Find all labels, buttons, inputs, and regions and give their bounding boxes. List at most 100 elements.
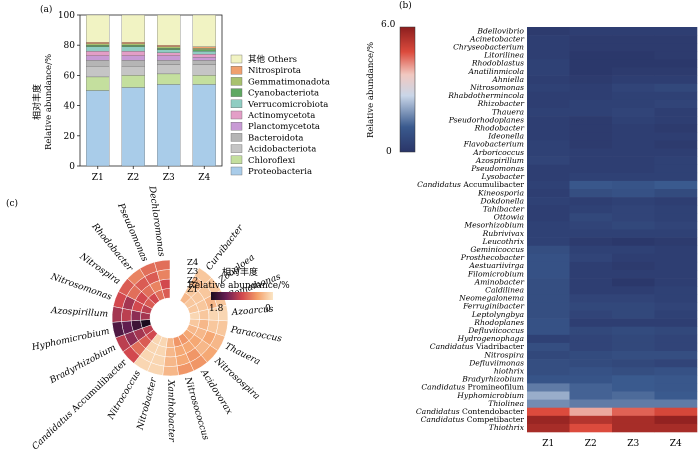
- heatmap-cell: [612, 278, 655, 287]
- legend-label: Cyanobacteriota: [248, 89, 319, 99]
- heatmap-cell: [612, 229, 655, 238]
- heatmap-cell: [527, 189, 570, 198]
- heatmap-cell: [569, 99, 613, 109]
- panel-b-column-labels: Z1 Z2 Z3 Z4: [542, 439, 682, 449]
- panel-b-label: (b): [399, 0, 412, 11]
- heatmap-cell: [569, 399, 613, 408]
- heatmap-cell: [569, 221, 613, 230]
- ring-label: Z1: [187, 285, 198, 295]
- heatmap-cell: [527, 318, 570, 327]
- heatmap-cell: [569, 91, 613, 101]
- row-label-lysobacter: Lysobacter: [481, 172, 525, 181]
- ring-label: Z4: [187, 258, 198, 268]
- heatmap-cell: [569, 43, 613, 52]
- row-label-defluviimonas: Defluviimonas: [468, 358, 524, 367]
- heatmap-cell: [527, 99, 570, 109]
- heatmap-cell: [527, 253, 570, 263]
- heatmap-cell: [569, 124, 613, 133]
- heatmap-cell: [612, 148, 655, 157]
- heatmap-cell: [527, 124, 570, 133]
- ring-cell: [164, 346, 177, 358]
- row-label-accumulibacter: Candidatus Accumulibacter: [417, 180, 524, 189]
- ring-cell: [193, 267, 212, 285]
- panel-b-colorbar-max: 6.0: [381, 20, 396, 30]
- heatmap-cell: [527, 156, 570, 165]
- heatmap-cell: [654, 310, 698, 319]
- heatmap-cell: [612, 75, 655, 84]
- row-label-bradyrhizobium: Bradyrhizobium: [461, 375, 524, 384]
- legend-label: Actinomycetota: [247, 111, 315, 121]
- heatmap-cell: [527, 407, 570, 417]
- heatmap-cell: [612, 342, 655, 352]
- heatmap-cell: [527, 294, 570, 303]
- heatmap-cell: [612, 83, 655, 93]
- heatmap-cell: [612, 399, 655, 408]
- row-label-aestuariivirga: Aestuariivirga: [468, 261, 524, 270]
- heatmap-cell: [527, 27, 570, 36]
- heatmap-cell: [654, 261, 698, 271]
- heatmap-cell: [654, 383, 698, 392]
- legend-swatch: [230, 144, 243, 153]
- panel-c-legend-title-cn: 相对丰度: [222, 266, 258, 278]
- panel-b-heatmap-cells: [527, 27, 698, 433]
- heatmap-cell: [527, 423, 570, 433]
- genus-label-xanthobacter: Xanthobacter: [165, 379, 176, 443]
- row-label-pseudorhodoplanes: Pseudorhodoplanes: [448, 115, 524, 124]
- bar-segment-z4: [192, 51, 216, 55]
- panel-a-plot-frame: [79, 14, 223, 167]
- heatmap-cell: [654, 75, 698, 84]
- heatmap-cell: [612, 35, 655, 44]
- panel-c-legend-gradient: [211, 292, 273, 300]
- heatmap-cell: [612, 197, 655, 206]
- bar-segment-z2: [121, 66, 145, 76]
- bar-segment-z4: [192, 84, 216, 167]
- heatmap-cell: [527, 75, 570, 84]
- panel-c-legend-title-en: Relative abundance/%: [188, 281, 290, 291]
- heatmap-cell: [527, 205, 570, 214]
- heatmap-cell: [612, 391, 655, 400]
- row-label-chryseobacterium: Chryseobacterium: [453, 43, 524, 52]
- heatmap-cell: [527, 221, 570, 230]
- heatmap-cell: [654, 156, 698, 165]
- heatmap-cell: [654, 132, 698, 141]
- heatmap-cell: [527, 132, 570, 141]
- row-label-azospirillum: Azospirillum: [475, 156, 524, 165]
- ring-label: Z3: [187, 267, 198, 277]
- column-label: Z1: [542, 439, 554, 449]
- heatmap-cell: [654, 91, 698, 101]
- bar-segment-z4: [192, 54, 216, 58]
- heatmap-cell: [569, 245, 613, 255]
- row-label-nitrospira: Nitrospira: [483, 350, 524, 359]
- heatmap-cell: [569, 27, 613, 36]
- row-label-rhodobacter: Rhodobacter: [474, 124, 525, 133]
- heatmap-cell: [527, 270, 570, 279]
- panel-a-label: (a): [40, 4, 52, 15]
- heatmap-cell: [527, 342, 570, 352]
- bar-segment-z4: [192, 64, 216, 76]
- bar-segment-z1: [86, 46, 110, 52]
- heatmap-cell: [654, 59, 698, 68]
- heatmap-cell: [654, 213, 698, 222]
- bar-segment-z1: [86, 55, 110, 61]
- bar-segment-z1: [86, 90, 110, 167]
- heatmap-cell: [654, 286, 698, 295]
- heatmap-cell: [527, 35, 570, 44]
- row-label-hyphomicrobium: Hyphomicrobium: [456, 391, 524, 400]
- panel-a-x-tick-label: Z4: [198, 173, 210, 183]
- legend-swatch: [230, 88, 243, 97]
- row-label-hiothrix: hiothrix: [494, 367, 525, 376]
- heatmap-cell: [569, 294, 613, 303]
- heatmap-cell: [569, 189, 613, 198]
- row-label-rubrivivax: Rubrivivax: [482, 229, 525, 238]
- heatmap-cell: [654, 375, 698, 384]
- heatmap-cell: [569, 213, 613, 222]
- heatmap-cell: [654, 407, 698, 417]
- heatmap-cell: [569, 205, 613, 214]
- heatmap-cell: [569, 75, 613, 84]
- bar-segment-z1: [86, 14, 110, 43]
- row-label-litorilinea: Litorilinea: [483, 51, 524, 60]
- row-label-ferruginibacter: Ferruginibacter: [462, 302, 524, 311]
- row-label-hydrogenophaga: Hydrogenophaga: [457, 334, 525, 343]
- heatmap-cell: [569, 237, 613, 246]
